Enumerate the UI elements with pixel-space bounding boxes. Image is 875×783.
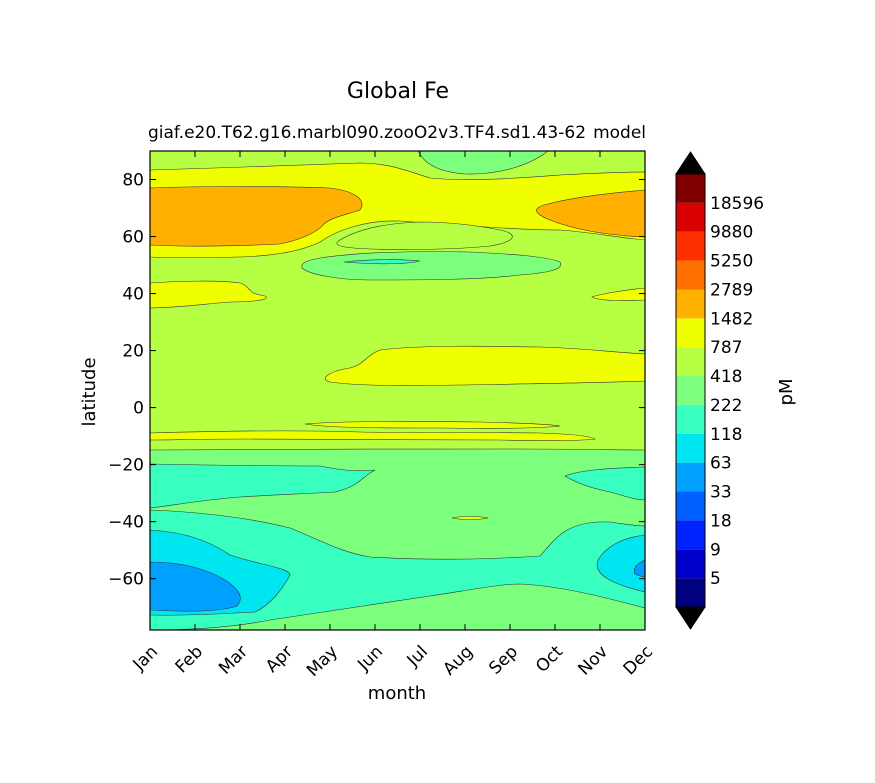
x-tick-label: Apr [262,642,297,677]
contour-region-yellow-tropics [324,345,645,386]
x-tick-label: Jul [403,642,432,671]
contour-region-cyan-south-east [564,466,645,501]
contour-region-orange-west [150,186,363,247]
colorbar-segment [676,202,705,232]
contour-region-green-50n [301,251,562,281]
contour-region-yellow-38n [591,287,645,301]
colorbar-segment [676,260,705,290]
contour-region-orange-east [536,189,645,238]
contour-region-lightblue-east [596,534,645,593]
y-tick-label: −60 [108,570,144,590]
y-tick-label: 80 [122,171,144,191]
colorbar-tick-label: 787 [710,338,742,358]
colorbar-tick-label: 1482 [710,309,753,329]
colorbar-tick-label: 5 [710,569,721,589]
y-tick-label: 60 [122,228,144,248]
colorbar-frame [675,173,706,608]
colorbar-segment [676,347,705,377]
plot-frame [149,150,646,631]
colorbar-tick-label: 63 [710,454,732,474]
y-tick-label: −40 [108,513,144,533]
colorbar-tick-label: 418 [710,367,742,387]
colorbar-tick-label: 18596 [710,194,764,214]
plot-area [150,151,645,630]
colorbar-extend-max [675,151,706,175]
colorbar-tick-label: 18 [710,511,732,531]
chart-subtitle: giaf.e20.T62.g16.marbl090.zooO2v3.TF4.sd… [148,123,586,143]
colorbar-tick-label: 5250 [710,252,753,272]
colorbar-tick-label: 9880 [710,223,753,243]
colorbar-extend-min [675,606,706,630]
x-axis-label: month [368,683,426,704]
contour-region-arctic-green [417,151,549,175]
chart-subtitle-overlay: model [593,123,646,143]
colorbar-segment [676,491,705,521]
contour-region-yellow-40n [150,280,267,309]
y-tick-label: 20 [122,342,144,362]
x-tick-label: Aug [439,642,477,680]
x-tick-label: Sep [485,642,522,679]
x-tick-label: Jan [129,642,162,675]
x-tick-label: Jun [353,642,387,676]
chart-title: Global Fe [347,79,449,104]
y-tick-label: 0 [133,399,144,419]
x-tick-label: Dec [620,642,657,679]
colorbar-segment [676,318,705,348]
contour-region-yellow-equator [150,430,596,441]
y-axis: −60 −40 −20 0 20 40 60 80 [108,171,645,590]
colorbar: 5 9 18 33 63 118 222 418 787 1482 2789 5250 9880 1859… [675,151,764,630]
x-tick-label: Nov [574,642,612,680]
contour-region-blue [150,561,241,612]
colorbar-segment [676,549,705,579]
colorbar-segment [676,231,705,261]
x-tick-label: Mar [215,642,252,679]
colorbar-tick-label: 33 [710,483,732,503]
colorbar-tick-label: 2789 [710,280,753,300]
colorbar-tick-label: 222 [710,396,742,416]
y-axis-label: latitude [79,357,100,426]
contour-region-yellow-eq-inner [304,421,561,429]
x-tick-label: May [303,642,342,681]
colorbar-tick-label: 118 [710,425,742,445]
colorbar-label: pM [776,379,797,406]
colorbar-segment [676,404,705,434]
contour-region-green-60n [336,221,513,250]
y-tick-label: −20 [108,456,144,476]
contour-region-yellow-dot [451,516,489,520]
colorbar-segment [676,462,705,492]
contour-region-cyan-south [150,463,376,509]
contour-region-blue-east [633,559,645,578]
contour-region-cyan-50n [343,259,421,265]
colorbar-segment [676,289,705,319]
colorbar-segment [676,433,705,463]
colorbar-segment [676,174,705,203]
y-tick-label: 40 [122,285,144,305]
colorbar-segment [676,520,705,550]
colorbar-segment [676,578,705,607]
colorbar-segment [676,376,705,405]
x-tick-label: Oct [532,642,567,677]
x-tick-label: Feb [172,642,207,677]
colorbar-tick-label: 9 [710,540,721,560]
